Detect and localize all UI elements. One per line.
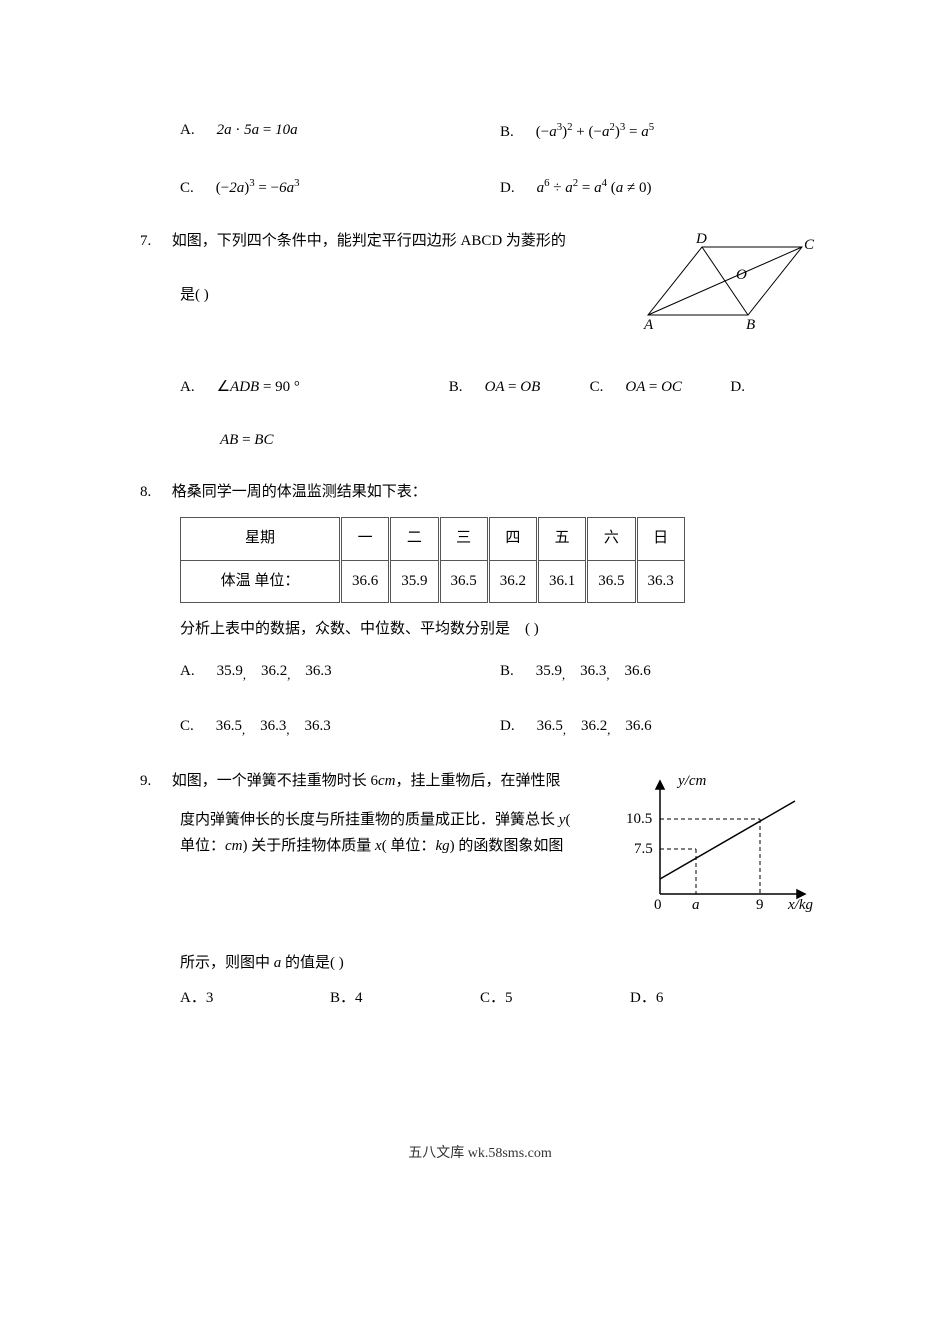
td: 36.5 xyxy=(439,560,488,603)
q7: 7. 如图，下列四个条件中，能判定平行四边形 ABCD 为菱形的 是( ) A … xyxy=(140,229,820,454)
th: 五 xyxy=(538,518,587,561)
td: 36.1 xyxy=(538,560,587,603)
page: A. 2a · 5a = 10a B. (−a3)2 + (−a2)3 = a5… xyxy=(0,0,950,1215)
q6-opt-b-expr: (−a3)2 + (−a2)3 = a5 xyxy=(536,118,654,146)
q7-opt-c: C. OA = OC xyxy=(590,375,731,401)
ytick: 10.5 xyxy=(626,811,652,827)
xtick: 0 xyxy=(654,897,662,913)
q9-options: A．3 B．4 C．5 D．6 xyxy=(180,986,820,1012)
q7-text-2: 是( ) xyxy=(180,287,209,303)
q7-opt-c-expr: OA = OC xyxy=(625,375,682,401)
val: 35.9, 36.3, 36.6 xyxy=(536,659,651,686)
q6-opt-c: C. (−2a)3 = −6a3 xyxy=(180,174,500,202)
xtick: a xyxy=(692,897,700,913)
q7-opt-a-expr: ∠ADB = 90 ° xyxy=(217,375,300,401)
opt-label: C. xyxy=(180,714,194,740)
q8-opt-d: D. 36.5, 36.2, 36.6 xyxy=(500,714,820,741)
q9-opt-a: A．3 xyxy=(180,986,330,1012)
q6-opt-a: A. 2a · 5a = 10a xyxy=(180,118,500,146)
q9-opt-d: D．6 xyxy=(630,986,780,1012)
q8-num: 8. xyxy=(140,480,168,506)
q7-options: A. ∠ADB = 90 ° B. OA = OB C. OA = OC D. xyxy=(180,375,820,401)
q8-text: 格桑同学一周的体温监测结果如下表： xyxy=(172,484,427,500)
ylabel: y/cm xyxy=(676,773,706,789)
q9: 9. 如图，一个弹簧不挂重物时长 6cm，挂上重物后，在弹性限 度内弹簧伸长的长… xyxy=(140,769,820,1012)
opt-label: B. xyxy=(500,659,514,685)
opt-label: D. xyxy=(500,714,515,740)
th: 一 xyxy=(341,518,390,561)
label-A: A xyxy=(643,317,654,333)
q6-options-row1: A. 2a · 5a = 10a B. (−a3)2 + (−a2)3 = a5 xyxy=(180,118,820,146)
q6-opt-d: D. a6 ÷ a2 = a4 (a ≠ 0) xyxy=(500,174,820,202)
th: 日 xyxy=(636,518,684,561)
opt-label: B. xyxy=(449,375,463,401)
q7-figure: A B C D O xyxy=(630,229,820,349)
q7-opt-a: A. ∠ADB = 90 ° xyxy=(180,375,449,401)
td: 体温 单位： xyxy=(181,560,341,603)
q7-opt-d-label: D. xyxy=(730,375,794,401)
q8-opt-a: A. 35.9, 36.2, 36.3 xyxy=(180,659,500,686)
footer: 五八文库 wk.58sms.com xyxy=(140,1142,820,1166)
q9-figure: y/cm x/kg 10.5 7.5 0 a 9 xyxy=(610,769,820,929)
th: 星期 xyxy=(181,518,341,561)
opt-label: B. xyxy=(500,120,514,146)
q6-opt-a-expr: 2a · 5a = 10a xyxy=(217,118,298,144)
opt-label: C. xyxy=(180,176,194,202)
q9-text-3: 单位：cm) 关于所挂物体质量 x( 单位：kg) 的函数图象如图 xyxy=(180,834,598,860)
opt-label: A. xyxy=(180,118,195,144)
q7-text-1: 如图，下列四个条件中，能判定平行四边形 ABCD 为菱形的 xyxy=(172,233,566,249)
th: 三 xyxy=(439,518,488,561)
val: 35.9, 36.2, 36.3 xyxy=(217,659,332,686)
q9-opt-c: C．5 xyxy=(480,986,630,1012)
label-O: O xyxy=(736,267,747,283)
q6-opt-b: B. (−a3)2 + (−a2)3 = a5 xyxy=(500,118,820,146)
q9-num: 9. xyxy=(140,769,168,795)
q8-options-row1: A. 35.9, 36.2, 36.3 B. 35.9, 36.3, 36.6 xyxy=(180,659,820,686)
q7-num: 7. xyxy=(140,229,168,255)
val: 36.5, 36.3, 36.3 xyxy=(216,714,331,741)
q7-opt-b: B. OA = OB xyxy=(449,375,590,401)
q8: 8. 格桑同学一周的体温监测结果如下表： 星期 一 二 三 四 五 六 日 体温… xyxy=(140,480,820,742)
q8-options-row2: C. 36.5, 36.3, 36.3 D. 36.5, 36.2, 36.6 xyxy=(180,714,820,741)
th: 六 xyxy=(587,518,636,561)
opt-label: A. xyxy=(180,659,195,685)
td: 36.5 xyxy=(587,560,636,603)
parallelogram-icon: A B C D O xyxy=(630,229,820,339)
td: 36.3 xyxy=(636,560,684,603)
q9-text-4: 所示，则图中 a 的值是( ) xyxy=(180,951,820,977)
td: 35.9 xyxy=(390,560,439,603)
ytick: 7.5 xyxy=(634,841,653,857)
q6-opt-c-expr: (−2a)3 = −6a3 xyxy=(216,174,300,202)
td: 36.2 xyxy=(488,560,537,603)
label-C: C xyxy=(804,237,815,253)
table-header-row: 星期 一 二 三 四 五 六 日 xyxy=(181,518,685,561)
val: 36.5, 36.2, 36.6 xyxy=(537,714,652,741)
td: 36.6 xyxy=(341,560,390,603)
q7-opt-d-value: AB = BC xyxy=(220,428,820,454)
q8-opt-c: C. 36.5, 36.3, 36.3 xyxy=(180,714,500,741)
opt-label: D. xyxy=(500,176,515,202)
q7-opt-b-expr: OA = OB xyxy=(485,375,541,401)
opt-label: C. xyxy=(590,375,604,401)
label-D: D xyxy=(695,231,707,247)
opt-label: A. xyxy=(180,375,195,401)
xtick: 9 xyxy=(756,897,764,913)
q9-opt-b: B．4 xyxy=(330,986,480,1012)
q8-after-text: 分析上表中的数据，众数、中位数、平均数分别是 ( ) xyxy=(180,617,820,643)
xlabel: x/kg xyxy=(787,897,813,913)
q8-table: 星期 一 二 三 四 五 六 日 体温 单位： 36.6 35.9 36.5 3… xyxy=(180,517,685,603)
line-chart-icon: y/cm x/kg 10.5 7.5 0 a 9 xyxy=(610,769,820,919)
th: 二 xyxy=(390,518,439,561)
q8-opt-b: B. 35.9, 36.3, 36.6 xyxy=(500,659,820,686)
th: 四 xyxy=(488,518,537,561)
table-row: 体温 单位： 36.6 35.9 36.5 36.2 36.1 36.5 36.… xyxy=(181,560,685,603)
opt-label: D. xyxy=(730,375,745,401)
q9-text-1: 如图，一个弹簧不挂重物时长 6cm，挂上重物后，在弹性限 xyxy=(172,773,561,789)
q6-options-row2: C. (−2a)3 = −6a3 D. a6 ÷ a2 = a4 (a ≠ 0) xyxy=(180,174,820,202)
q6-opt-d-expr: a6 ÷ a2 = a4 (a ≠ 0) xyxy=(537,174,652,202)
label-B: B xyxy=(746,317,755,333)
